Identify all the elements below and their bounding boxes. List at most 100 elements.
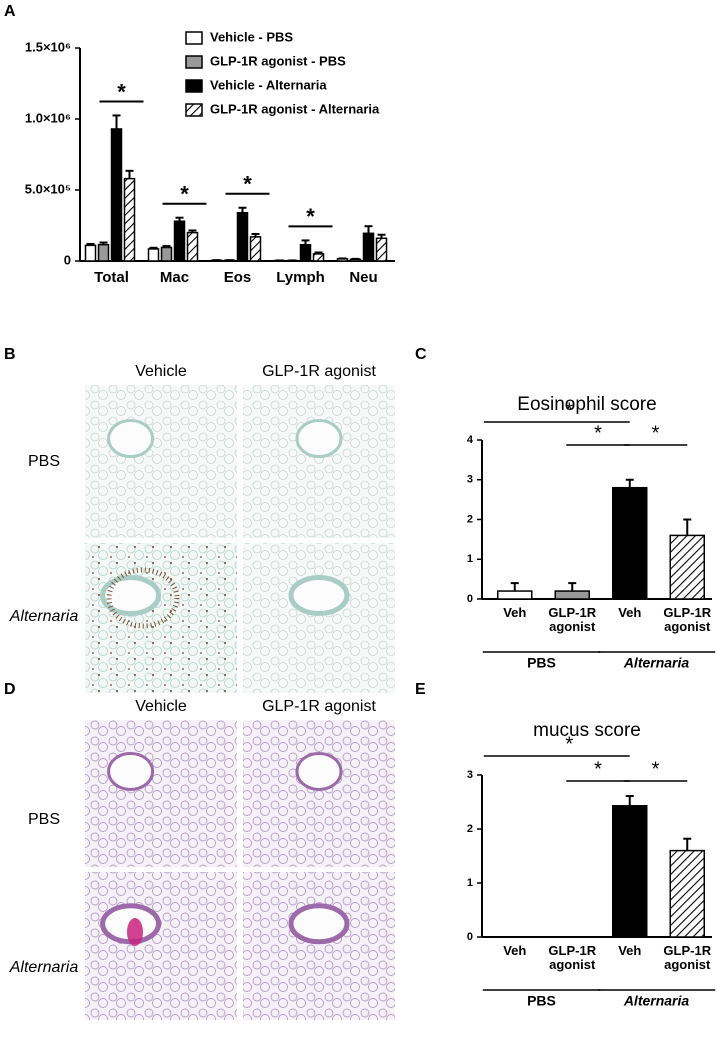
bar — [362, 232, 375, 262]
chart-title: Eosinophil score — [517, 394, 656, 415]
x-tick-label: GLP-1R agonist — [548, 606, 597, 634]
x-tick-label: Veh — [618, 944, 642, 958]
panel-letter: C — [415, 346, 427, 363]
group-label: PBS — [527, 655, 556, 671]
panel-letter: B — [4, 346, 16, 363]
y-tick-label: 5.0×10⁵ — [25, 181, 71, 196]
x-tick-label: GLP-1R agonist — [663, 944, 712, 972]
column-label: GLP-1R agonist — [262, 363, 376, 380]
group-label: Alternaria — [623, 655, 690, 671]
bar — [123, 177, 136, 262]
x-tick-label-box: GLP-1R agonist — [548, 606, 597, 634]
x-tick-label-box: Veh — [503, 606, 527, 620]
significance-label: * — [306, 204, 315, 229]
y-tick-label: 0 — [467, 593, 473, 605]
bar — [669, 849, 705, 938]
y-tick-label: 0 — [64, 252, 71, 267]
airway — [295, 419, 343, 459]
significance-label: * — [594, 422, 602, 444]
bar — [669, 534, 705, 600]
y-tick-label: 1.5×10⁶ — [25, 39, 71, 54]
significance-label: * — [117, 79, 126, 104]
column-label: Vehicle — [135, 363, 187, 380]
row-label: PBS — [28, 453, 60, 470]
error-bar — [188, 229, 197, 233]
column-label: GLP-1R agonist — [262, 698, 376, 715]
micrograph — [243, 543, 395, 693]
y-tick-label: 3 — [467, 769, 473, 781]
x-tick-label: Lymph — [276, 269, 325, 286]
micrograph — [85, 872, 237, 1020]
bar — [97, 243, 110, 262]
x-tick-label-box: Veh — [618, 606, 642, 620]
x-tick-label-box: GLP-1R agonist — [663, 944, 712, 972]
airway — [288, 575, 350, 616]
bar — [312, 253, 325, 262]
x-tick-label: Total — [94, 269, 129, 286]
panel-letter: D — [4, 681, 16, 698]
micrograph — [243, 720, 395, 867]
bar — [160, 246, 173, 262]
x-tick-label: GLP-1R agonist — [548, 944, 597, 972]
airway — [107, 751, 155, 791]
error-bar — [568, 582, 577, 592]
airway — [100, 575, 162, 616]
significance-label: * — [565, 733, 573, 755]
error-bar — [251, 233, 260, 237]
x-tick-label: Veh — [618, 606, 642, 620]
micrograph — [243, 385, 395, 538]
legend-swatch — [185, 103, 203, 117]
error-bar — [625, 795, 634, 806]
row-label: PBS — [28, 811, 60, 828]
bar — [299, 243, 312, 262]
x-tick-label-box: GLP-1R agonist — [548, 944, 597, 972]
y-tick-label: 3 — [467, 474, 473, 486]
airway — [295, 751, 343, 791]
error-bar — [238, 206, 247, 213]
significance-label: * — [594, 758, 602, 780]
airway — [288, 903, 350, 945]
micrograph — [243, 872, 395, 1020]
significance-label: * — [180, 182, 189, 207]
x-tick-label: Neu — [349, 269, 377, 286]
legend-label: GLP-1R agonist - Alternaria — [210, 101, 380, 116]
significance-label: * — [565, 399, 573, 421]
bar — [186, 231, 199, 262]
x-tick-label: Mac — [160, 269, 189, 286]
y-tick-label: 1 — [467, 877, 473, 889]
significance-label: * — [652, 758, 660, 780]
group-label: Alternaria — [623, 993, 690, 1009]
chart-title: mucus score — [533, 720, 641, 741]
error-bar — [364, 225, 373, 234]
legend-swatch — [185, 31, 203, 45]
error-bar — [314, 251, 323, 254]
bar — [110, 128, 123, 262]
group-label: PBS — [527, 993, 556, 1009]
error-bar — [175, 216, 184, 222]
significance-label: * — [243, 172, 252, 197]
y-tick-label: 1 — [467, 553, 473, 565]
y-tick-label: 2 — [467, 823, 473, 835]
legend-label: Vehicle - Alternaria — [210, 77, 327, 92]
error-bar — [125, 169, 134, 179]
y-tick-label: 0 — [467, 931, 473, 943]
column-label: Vehicle — [135, 698, 187, 715]
error-bar — [683, 837, 692, 851]
row-label: Alternaria — [9, 959, 79, 976]
bar — [612, 486, 648, 600]
bar — [236, 211, 249, 262]
airway — [107, 419, 155, 459]
x-tick-label: Veh — [503, 944, 527, 958]
bar — [249, 236, 262, 262]
error-bar — [112, 114, 121, 129]
bar — [375, 237, 388, 262]
y-tick-label: 4 — [467, 434, 474, 446]
error-bar — [162, 245, 171, 248]
significance-label: * — [652, 422, 660, 444]
error-bar — [683, 518, 692, 536]
micrograph — [85, 385, 237, 538]
x-tick-label: Veh — [503, 606, 527, 620]
bar — [554, 590, 590, 600]
x-tick-label-box: Veh — [618, 944, 642, 958]
